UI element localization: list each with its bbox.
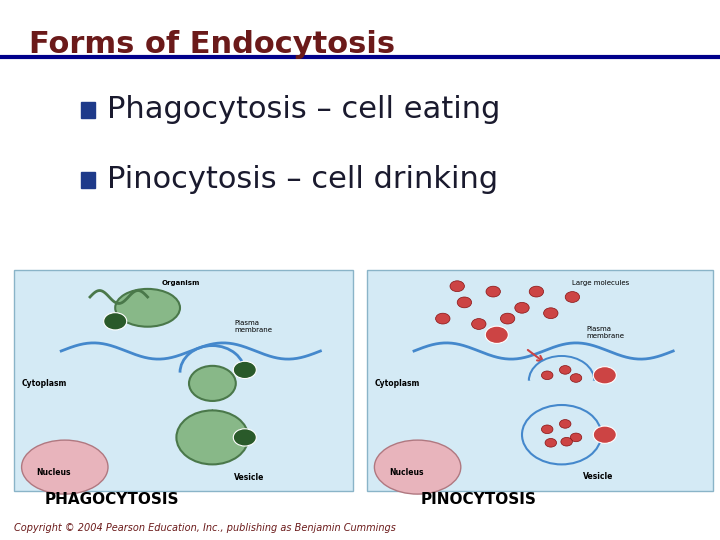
- Circle shape: [544, 308, 558, 319]
- Circle shape: [486, 286, 500, 297]
- FancyBboxPatch shape: [14, 270, 353, 491]
- Text: Vesicle: Vesicle: [234, 474, 264, 482]
- Circle shape: [515, 302, 529, 313]
- Circle shape: [559, 420, 571, 428]
- Text: Forms of Endocytosis: Forms of Endocytosis: [29, 30, 395, 59]
- FancyBboxPatch shape: [81, 172, 95, 188]
- Text: 2: 2: [602, 371, 608, 380]
- Circle shape: [541, 425, 553, 434]
- Circle shape: [529, 286, 544, 297]
- Circle shape: [436, 313, 450, 324]
- Circle shape: [545, 438, 557, 447]
- Circle shape: [522, 405, 601, 464]
- Circle shape: [450, 281, 464, 292]
- Text: 1: 1: [494, 330, 500, 339]
- Circle shape: [570, 374, 582, 382]
- Circle shape: [593, 426, 616, 443]
- Circle shape: [485, 326, 508, 343]
- Ellipse shape: [22, 440, 108, 494]
- Text: PINOCYTOSIS: PINOCYTOSIS: [421, 492, 536, 507]
- Text: Cytoplasm: Cytoplasm: [374, 379, 420, 388]
- Circle shape: [561, 437, 572, 446]
- Ellipse shape: [115, 289, 180, 327]
- Wedge shape: [530, 357, 593, 381]
- FancyBboxPatch shape: [81, 102, 95, 118]
- Ellipse shape: [374, 440, 461, 494]
- Text: Copyright © 2004 Pearson Education, Inc., publishing as Benjamin Cummings: Copyright © 2004 Pearson Education, Inc.…: [14, 523, 396, 533]
- Text: Plasma
membrane: Plasma membrane: [234, 320, 272, 333]
- Text: Cytoplasm: Cytoplasm: [22, 379, 67, 388]
- Circle shape: [593, 367, 616, 384]
- Text: Nucleus: Nucleus: [389, 468, 423, 477]
- Circle shape: [176, 410, 248, 464]
- Text: Phagocytosis – cell eating: Phagocytosis – cell eating: [107, 95, 500, 124]
- Circle shape: [472, 319, 486, 329]
- Ellipse shape: [189, 366, 236, 401]
- Circle shape: [541, 371, 553, 380]
- Circle shape: [565, 292, 580, 302]
- Text: 2: 2: [242, 366, 248, 374]
- Text: PHAGOCYTOSIS: PHAGOCYTOSIS: [45, 492, 179, 507]
- Text: 3: 3: [602, 430, 608, 439]
- Text: Pinocytosis – cell drinking: Pinocytosis – cell drinking: [107, 165, 498, 194]
- Circle shape: [457, 297, 472, 308]
- Text: Organism: Organism: [162, 280, 200, 287]
- Circle shape: [233, 361, 256, 379]
- Text: Vesicle: Vesicle: [583, 472, 613, 481]
- Circle shape: [104, 313, 127, 330]
- Text: Plasma
membrane: Plasma membrane: [587, 326, 625, 339]
- Circle shape: [570, 433, 582, 442]
- Circle shape: [559, 366, 571, 374]
- Text: 1: 1: [112, 317, 118, 326]
- Circle shape: [233, 429, 256, 446]
- Text: Nucleus: Nucleus: [36, 468, 71, 477]
- FancyBboxPatch shape: [367, 270, 713, 491]
- Text: 3: 3: [242, 433, 248, 442]
- Text: Large molecules: Large molecules: [572, 280, 630, 287]
- Circle shape: [500, 313, 515, 324]
